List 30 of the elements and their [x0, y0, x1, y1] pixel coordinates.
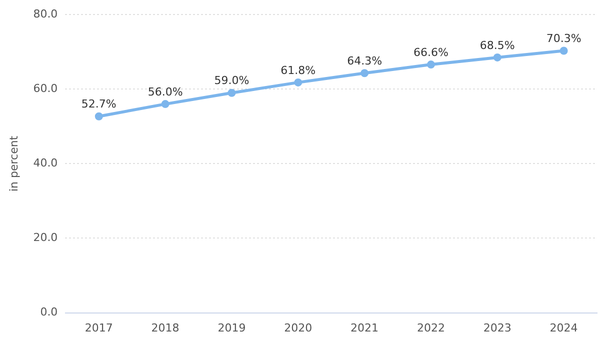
y-tick-label: 40.0 — [33, 156, 58, 170]
data-label: 66.6% — [413, 46, 448, 59]
point — [493, 53, 502, 62]
point — [94, 112, 103, 120]
y-tick-label: 20.0 — [33, 231, 58, 244]
x-tick-label: 2019 — [218, 321, 246, 334]
point — [294, 78, 302, 86]
x-tick-label: 2022 — [416, 321, 445, 334]
y-tick-label: 80.0 — [33, 7, 58, 20]
x-tick-label: 2021 — [350, 321, 379, 334]
x-tick-label: 2017 — [84, 321, 113, 334]
y-tick-label: 60.0 — [33, 82, 58, 96]
x-tick-label: 2018 — [151, 321, 180, 334]
data-label: 59.0% — [214, 74, 250, 88]
point — [360, 69, 369, 78]
point — [426, 60, 435, 69]
data-label: 68.5% — [480, 38, 515, 52]
point — [560, 46, 568, 55]
x-tick-label: 2020 — [284, 321, 312, 334]
y-axis-title: in percent — [7, 135, 20, 192]
x-tick-label: 2023 — [483, 321, 512, 334]
data-label: 52.7% — [81, 98, 116, 111]
point — [228, 88, 236, 97]
data-label: 56.0% — [148, 85, 183, 98]
y-tick-label: 0.0 — [40, 306, 58, 319]
data-label: 64.3% — [347, 54, 382, 68]
point — [161, 100, 170, 108]
data-label: 70.3% — [546, 32, 582, 46]
data-label: 61.8% — [280, 64, 316, 77]
x-tick-label: 2024 — [550, 321, 578, 334]
